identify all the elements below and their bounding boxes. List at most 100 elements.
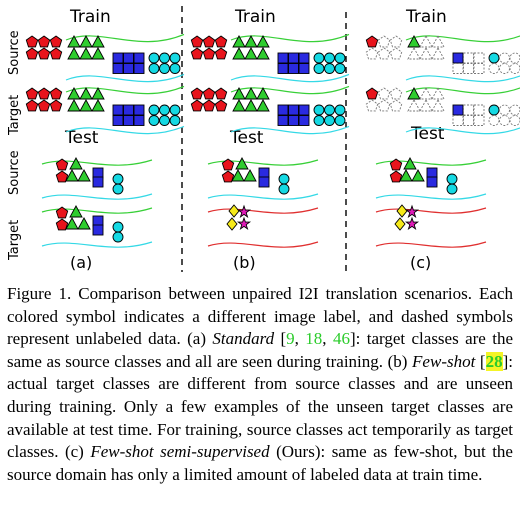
circle-symbol [313,104,325,116]
panel-a-label: (a) [70,253,92,272]
triangle-symbol [407,35,421,48]
square-symbol [298,52,310,64]
circle-symbol [324,104,335,116]
domain-boundary-green [375,159,487,166]
circle-symbol [148,104,160,116]
circle-symbol [446,183,458,195]
circle-symbol [159,104,170,116]
circle-symbol [148,52,160,64]
square-symbol [452,63,464,74]
triangle-symbol [79,99,93,112]
square-symbol [92,215,104,227]
circle-symbol [446,173,458,185]
square-symbol [452,104,464,116]
circle-symbol [159,115,170,126]
pentagon-symbol [389,99,403,112]
pentagon-symbol [25,47,39,60]
triangle-symbol [256,99,270,112]
triangle-symbol [244,87,258,100]
domain-boundary-green [41,159,153,166]
circle-symbol [499,52,510,64]
pentagon-symbol [37,47,51,60]
domain-boundary-cyan [65,73,185,83]
circle-symbol [334,115,346,126]
star-symbol [237,217,251,230]
pentagon-symbol [202,47,216,60]
triangle-symbol [232,35,246,48]
square-symbol [463,63,474,74]
diamond-symbol [396,204,408,218]
triangle-symbol [79,47,93,60]
square-symbol [452,115,464,126]
pentagon-symbol [190,35,204,48]
circle-symbol [159,63,170,74]
triangle-symbol [419,99,433,112]
circle-symbol [112,221,124,233]
pentagon-symbol [389,87,403,100]
pentagon-symbol [214,47,228,60]
term-few-shot-semi-supervised: Few-shot semi-supervised [90,442,270,462]
caption-text-b: : actual target classes are different fr… [7,351,513,462]
square-symbol [473,52,485,64]
domain-boundary-green [207,159,319,166]
diamond-symbol [394,217,406,231]
triangle-symbol [431,47,445,60]
circle-symbol [313,63,325,74]
square-symbol [133,104,145,116]
triangle-symbol [256,47,270,60]
panel-b-train-title: Train [234,7,276,27]
circle-symbol [112,173,124,185]
domain-boundary-green [405,35,520,43]
circle-symbol [169,104,181,116]
pentagon-symbol [49,99,63,112]
circle-symbol [509,52,520,64]
domain-boundary-cyan [41,193,153,200]
circle-symbol [488,52,500,64]
triangle-symbol [69,157,83,170]
pentagon-symbol [389,47,403,60]
square-symbol [288,52,299,64]
triangle-symbol [67,99,81,112]
pentagon-symbol [25,87,39,100]
circle-symbol [324,52,335,64]
pentagon-symbol [377,99,391,112]
square-symbol [92,176,104,188]
domain-boundary-cyan [405,75,520,83]
square-symbol [473,63,485,74]
triangle-symbol [91,47,105,60]
circle-symbol [488,104,500,116]
square-symbol [288,63,299,74]
citation-link-highlighted[interactable]: 28 [485,351,503,371]
pentagon-symbol [214,99,228,112]
triangle-symbol [67,35,81,48]
star-symbol [405,217,419,230]
triangle-symbol [69,205,83,218]
circle-symbol [334,63,346,74]
triangle-symbol [407,47,421,60]
pentagon-symbol [49,35,63,48]
citation-link[interactable]: 18 [305,329,323,349]
circle-symbol [499,63,510,74]
pentagon-symbol [389,35,403,48]
citation-link[interactable]: 9 [286,329,295,349]
triangle-symbol [256,87,270,100]
pentagon-symbol [202,87,216,100]
square-symbol [288,115,299,126]
triangle-symbol [407,87,421,100]
square-symbol [277,52,289,64]
triangle-symbol [67,87,81,100]
square-symbol [298,104,310,116]
circle-symbol [499,104,510,116]
square-symbol [288,104,299,116]
caption-text-a: : target classes are the same as source … [7,329,514,371]
figure-label: Figure 1. [7,284,72,303]
circle-symbol [169,63,181,74]
square-symbol [277,63,289,74]
pentagon-symbol [37,35,51,48]
row-label-source: Source [7,150,22,195]
domain-boundary-cyan [207,193,319,200]
circle-symbol [488,63,500,74]
citation-link[interactable]: 46 [332,329,350,349]
triangle-symbol [419,35,433,48]
circle-symbol [148,115,160,126]
